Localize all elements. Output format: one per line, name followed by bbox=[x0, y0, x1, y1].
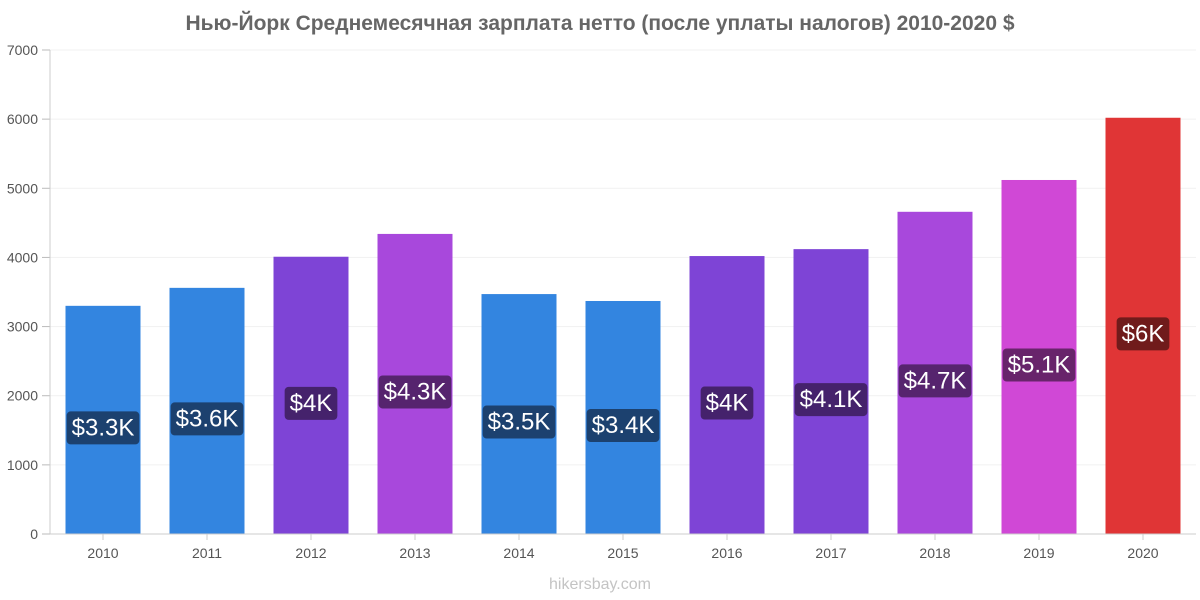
data-label-text: $3.3K bbox=[72, 414, 135, 441]
y-tick-label: 7000 bbox=[7, 42, 38, 58]
data-label-text: $4.3K bbox=[384, 378, 447, 405]
axes: 0 1000 2000 3000 4000 5000 6000 7000 2010 2011 201… bbox=[7, 42, 1196, 561]
x-tick-label: 2019 bbox=[1023, 545, 1054, 561]
data-label-text: $3.4K bbox=[592, 412, 655, 439]
data-label-text: $5.1K bbox=[1008, 351, 1071, 378]
x-tick-label: 2020 bbox=[1127, 545, 1158, 561]
y-tick-label: 0 bbox=[30, 526, 38, 542]
watermark: hikersbay.com bbox=[549, 576, 651, 593]
data-label-background bbox=[378, 375, 452, 409]
y-tick-label: 6000 bbox=[7, 111, 38, 127]
data-label-background bbox=[1002, 348, 1076, 382]
x-tick-label: 2011 bbox=[192, 545, 222, 561]
x-tick-label: 2010 bbox=[87, 545, 118, 561]
data-label-background bbox=[794, 383, 868, 417]
data-label: $4.1K bbox=[794, 383, 868, 417]
data-label-text: $4K bbox=[706, 390, 749, 417]
data-labels: $3.3K $3.6K $4K $4.3K $3.5K $3.4K $4K $4.1K $4.7… bbox=[66, 317, 1170, 445]
data-label-background bbox=[170, 402, 244, 436]
data-label: $4K bbox=[284, 386, 338, 420]
data-label: $4.7K bbox=[898, 364, 972, 398]
data-label: $5.1K bbox=[1002, 348, 1076, 382]
data-label: $4K bbox=[700, 386, 754, 420]
data-label-background bbox=[482, 405, 556, 439]
data-label-background bbox=[898, 364, 972, 398]
data-label-text: $3.6K bbox=[176, 405, 239, 432]
y-tick-label: 3000 bbox=[7, 319, 38, 335]
data-label-text: $4.7K bbox=[904, 367, 967, 394]
x-tick-label: 2015 bbox=[607, 545, 638, 561]
x-tick-label: 2012 bbox=[295, 545, 326, 561]
data-label: $3.6K bbox=[170, 402, 244, 436]
data-label-text: $4K bbox=[290, 390, 333, 417]
data-label-text: $3.5K bbox=[488, 409, 551, 436]
x-tick-label: 2014 bbox=[503, 545, 534, 561]
y-tick-label: 1000 bbox=[7, 457, 38, 473]
x-tick-label: 2017 bbox=[815, 545, 846, 561]
data-label-text: $6K bbox=[1122, 320, 1165, 347]
data-label-background bbox=[1116, 317, 1170, 351]
data-label-background bbox=[284, 386, 338, 420]
chart-title: Нью-Йорк Среднемесячная зарплата нетто (… bbox=[185, 12, 1015, 35]
data-label: $6K bbox=[1116, 317, 1170, 351]
bars bbox=[65, 117, 1181, 535]
data-label: $3.4K bbox=[586, 408, 660, 442]
data-label-background bbox=[586, 408, 660, 442]
data-label-background bbox=[700, 386, 754, 420]
data-label: $3.5K bbox=[482, 405, 556, 439]
data-label-background bbox=[66, 411, 140, 445]
data-label: $3.3K bbox=[66, 411, 140, 445]
y-tick-label: 4000 bbox=[7, 249, 38, 265]
data-label: $4.3K bbox=[378, 375, 452, 409]
y-tick-label: 2000 bbox=[7, 388, 38, 404]
x-tick-label: 2016 bbox=[711, 545, 742, 561]
x-tick-label: 2013 bbox=[399, 545, 430, 561]
data-label-text: $4.1K bbox=[800, 386, 863, 413]
y-tick-label: 5000 bbox=[7, 180, 38, 196]
x-tick-label: 2018 bbox=[919, 545, 950, 561]
